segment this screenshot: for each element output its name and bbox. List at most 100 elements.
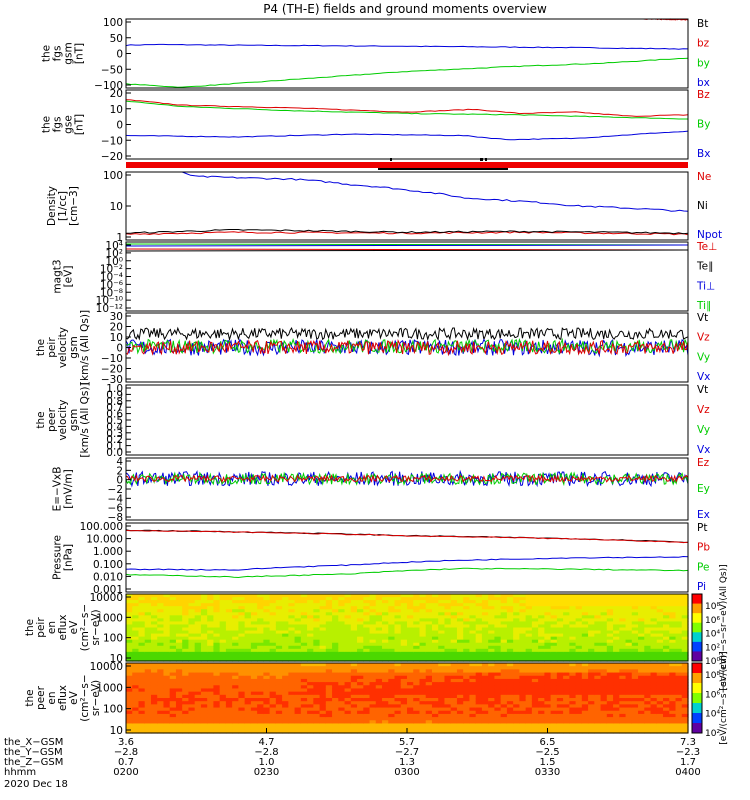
y-tick-label: 10² <box>105 248 123 260</box>
y-tick-label: 10⁻¹⁰ <box>96 295 123 307</box>
x-row-value: 0400 <box>675 767 700 778</box>
colorbar-tick: 10⁸ <box>705 671 720 681</box>
y-tick-label: 0 <box>116 343 123 355</box>
legend-Bt: Bt <box>697 18 708 30</box>
y-tick-label: 1000 <box>96 612 123 624</box>
colorbar-tick: 10⁸ <box>705 602 720 612</box>
x-row-value: 4.7 <box>259 737 275 748</box>
y-tick-label: 20 <box>110 322 123 334</box>
y-tick-label: 0.0 <box>106 447 123 459</box>
y-tick-label: 10 <box>110 104 123 116</box>
spectrogram-peer_eflux <box>126 663 689 734</box>
x-row-value: 0300 <box>394 767 419 778</box>
y-tick-label: 100 <box>103 17 123 29</box>
y-axis-label: gsm <box>63 42 75 64</box>
legend-Vx: Vx <box>697 371 710 383</box>
x-row-label: the_Y−GSM <box>4 747 63 758</box>
y-axis-label: the <box>24 689 36 706</box>
spectrogram-peir_eflux <box>126 594 689 662</box>
panel-frame <box>125 457 689 521</box>
y-axis-label: gsm <box>68 336 80 358</box>
legend-Pt: Pt <box>697 522 707 534</box>
state-bar-mark <box>485 158 487 161</box>
y-tick-label: −2 <box>108 484 123 496</box>
y-tick-label: 0.4 <box>106 421 123 433</box>
legend-Ez: Ez <box>697 457 710 469</box>
x-row-value: 0230 <box>254 767 279 778</box>
y-axis-label: [mV/m] <box>63 469 75 508</box>
y-axis-label: the <box>35 339 47 356</box>
x-row-label: the_X−GSM <box>4 737 63 748</box>
legend-Bz: Bz <box>697 89 710 101</box>
y-tick-label: 100 <box>103 633 123 645</box>
legend-Ti∥: Ti∥ <box>696 300 711 312</box>
panel-frame <box>125 593 689 662</box>
legend-Vt: Vt <box>697 312 708 324</box>
x-row-value: −2.7 <box>395 747 419 758</box>
y-axis-label: eflux <box>57 685 69 711</box>
legend-Vy: Vy <box>697 424 710 436</box>
y-axis-label: peer <box>46 407 58 432</box>
y-axis-label: velocity <box>57 327 69 368</box>
colorbar-tick: 10⁴ <box>705 710 720 720</box>
y-tick-label: 10⁻⁴ <box>100 272 123 284</box>
state-bar <box>126 158 688 170</box>
panel-frame <box>125 522 689 593</box>
x-row-value: −2.3 <box>676 747 700 758</box>
y-axis-label: fgs <box>52 117 64 133</box>
y-tick-label: 100 <box>103 704 123 716</box>
y-axis-label: eV <box>68 690 80 704</box>
panel-frame <box>125 384 689 456</box>
y-tick-label: 0.5 <box>106 415 123 427</box>
legend-Ne: Ne <box>697 171 711 183</box>
plot-title: P4 (TH-E) fields and ground moments over… <box>263 2 547 16</box>
y-axis-label: sr−eV) <box>90 680 102 716</box>
y-axis-label: the <box>24 619 36 636</box>
series-Vt-line <box>125 326 689 342</box>
y-axis-label: [1/cc] <box>57 191 69 221</box>
y-tick-label: −20 <box>101 364 123 376</box>
y-axis-label: peir <box>35 617 47 638</box>
panel-efield: 420−2−4−6−8 E=−VxB [mV/m] Ez Ey Ex <box>52 456 710 524</box>
y-axis-label: en <box>46 621 58 634</box>
y-tick-label: −50 <box>101 64 123 76</box>
y-tick-label: 1.0 <box>106 383 123 395</box>
y-axis-label: peir <box>46 337 58 358</box>
legend-Vt: Vt <box>697 384 708 396</box>
temperature-line <box>125 244 689 247</box>
legend-Ni: Ni <box>697 200 708 212</box>
x-row-value: 0.7 <box>118 757 134 768</box>
colorbar-tick: 10⁶ <box>705 616 720 626</box>
y-tick-label: 0 <box>116 475 123 487</box>
legend-Vz: Vz <box>697 404 710 416</box>
y-tick-label: 10⁰ <box>105 256 123 268</box>
y-tick-label: 10 <box>110 653 123 665</box>
panel-frame <box>125 18 689 89</box>
colorbar-label: [eV/(cm²−s−sr−eV)(All Qs)] <box>719 564 729 690</box>
legend-Vy: Vy <box>697 351 710 363</box>
x-row-value: 3.6 <box>118 737 134 748</box>
y-axis-label: en <box>46 691 58 704</box>
colorbar-tick: 10⁴ <box>705 630 720 640</box>
y-axis-label: Density <box>46 186 58 226</box>
state-bar-fill <box>126 162 688 168</box>
y-tick-label: 1.000 <box>93 546 123 558</box>
y-tick-label: 10⁻⁶ <box>100 279 123 291</box>
legend-Pi: Pi <box>697 581 706 593</box>
y-axis-label: the <box>35 411 47 428</box>
legend-Bx: Bx <box>697 148 710 160</box>
colorbar-tick: 10⁰ <box>705 657 720 667</box>
series-Ex-line <box>125 469 689 488</box>
series-Ez-line <box>125 473 689 484</box>
x-row-value: 7.3 <box>680 737 696 748</box>
series-Bz-line <box>125 99 689 117</box>
legend-Vx: Vx <box>697 444 710 456</box>
y-tick-label: 30 <box>110 311 123 323</box>
series-Bx-line <box>125 130 689 141</box>
y-tick-label: 0.010 <box>93 571 123 583</box>
panel-frame <box>125 89 689 160</box>
x-row-label: hhmm <box>4 767 36 778</box>
legend-by: by <box>697 57 710 69</box>
